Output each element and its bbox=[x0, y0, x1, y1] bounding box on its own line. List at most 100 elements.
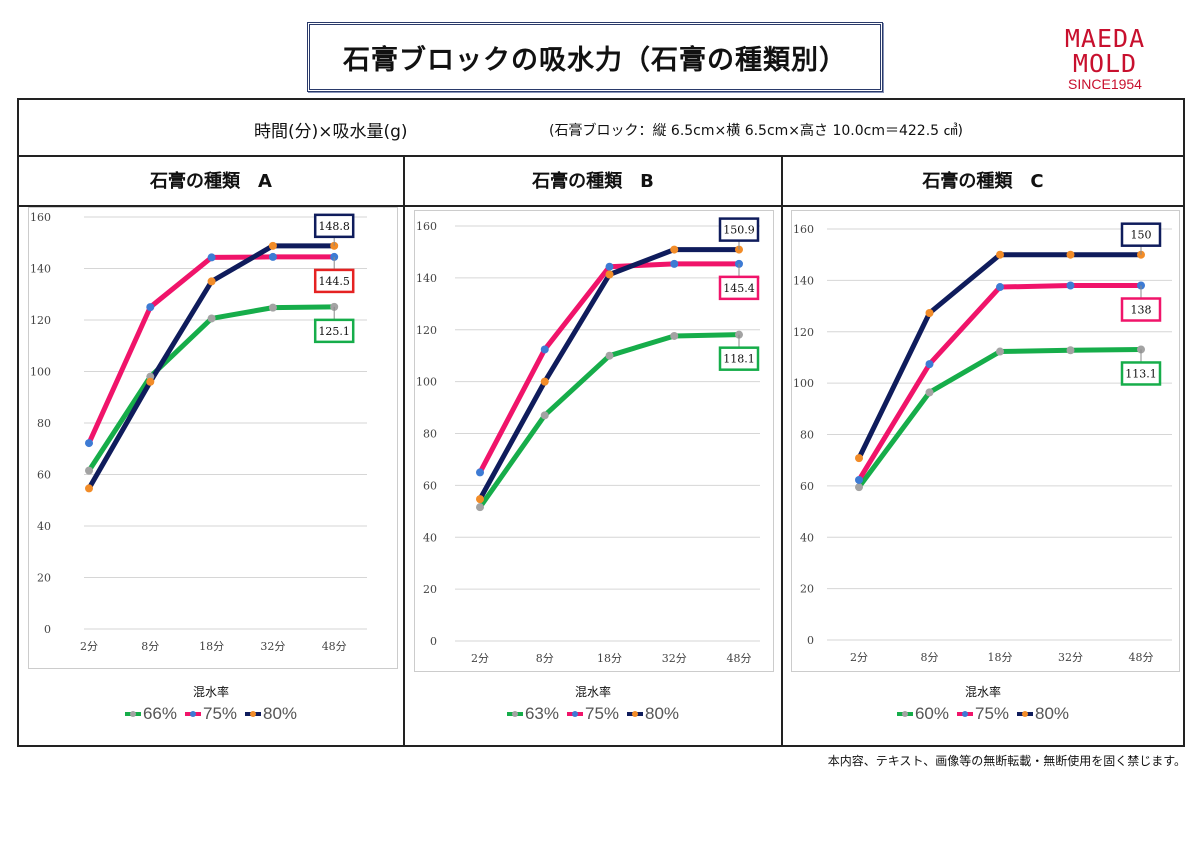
y-tick-label: 60 bbox=[423, 479, 437, 492]
legend-title: 混水率 bbox=[574, 685, 611, 699]
logo-line-2: MOLD bbox=[1072, 49, 1138, 78]
x-tick-label: 18分 bbox=[988, 651, 1013, 664]
page-title: 石膏ブロックの吸水力（石膏の種類別） bbox=[307, 22, 883, 92]
data-label-box bbox=[1120, 222, 1162, 247]
data-label: 113.1 bbox=[1125, 367, 1157, 380]
y-tick-label: 160 bbox=[793, 223, 814, 236]
x-tick-label: 48分 bbox=[1129, 651, 1154, 664]
data-label: 138 bbox=[1131, 304, 1152, 317]
legend-swatch bbox=[124, 711, 141, 717]
data-label: 150 bbox=[1131, 229, 1152, 242]
series-line-75% bbox=[477, 261, 739, 474]
data-point bbox=[1066, 346, 1075, 355]
y-tick-label: 60 bbox=[37, 469, 51, 482]
data-point bbox=[996, 283, 1004, 292]
x-tick-label: 48分 bbox=[322, 640, 347, 653]
legend-label: 66% bbox=[142, 704, 177, 723]
y-tick-label: 0 bbox=[430, 635, 437, 648]
y-tick-label: 60 bbox=[800, 480, 814, 493]
legend-label: 63% bbox=[524, 704, 559, 723]
data-point bbox=[925, 388, 934, 397]
data-point bbox=[670, 259, 679, 268]
x-tick-label: 18分 bbox=[199, 640, 224, 653]
data-label-box bbox=[1120, 297, 1162, 322]
data-point bbox=[855, 483, 863, 492]
legend-item: 60% bbox=[896, 704, 949, 724]
legend-swatch bbox=[627, 711, 644, 717]
x-tick-label: 2分 bbox=[80, 640, 98, 653]
chart-svg: 0 20 40 60 80 100 120 140 160 2分 8分 18分 32分 48分 118.1 1… bbox=[416, 217, 760, 665]
y-tick-label: 100 bbox=[30, 366, 51, 379]
y-tick-label: 80 bbox=[37, 417, 51, 430]
x-tick-label: 48分 bbox=[727, 652, 752, 665]
data-point bbox=[268, 252, 277, 261]
y-tick-label: 80 bbox=[800, 429, 814, 442]
y-tick-label: 140 bbox=[416, 272, 437, 285]
x-tick-label: 8分 bbox=[921, 651, 939, 664]
legend-swatch bbox=[566, 711, 583, 717]
data-point bbox=[476, 503, 484, 512]
data-point bbox=[670, 245, 679, 254]
x-tick-label: 18分 bbox=[597, 652, 622, 665]
data-point bbox=[330, 302, 339, 311]
y-tick-label: 20 bbox=[423, 583, 437, 596]
chart-svg: 0 20 40 60 80 100 120 140 160 2分 8分 18分 32分 48分 113.1 1… bbox=[793, 222, 1172, 664]
legend-swatch bbox=[956, 711, 973, 717]
panel-type-a: 石膏の種類 A 0 20 40 60 80 100 120 140 160 2分 8分 18分 32分 48… bbox=[19, 155, 405, 745]
legend-item: 66% bbox=[124, 704, 177, 724]
data-label: 144.5 bbox=[318, 275, 350, 288]
y-tick-label: 120 bbox=[416, 324, 437, 337]
legend-item: 75% bbox=[566, 704, 620, 724]
y-tick-label: 120 bbox=[793, 326, 814, 339]
legend-label: 80% bbox=[1035, 704, 1070, 723]
chart-title: 石膏の種類 B bbox=[405, 155, 781, 207]
y-tick-label: 140 bbox=[30, 263, 51, 276]
legend-label: 80% bbox=[645, 704, 680, 723]
data-point bbox=[855, 454, 863, 463]
line-chart: 0 20 40 60 80 100 120 140 160 2分 8分 18分 32分 48分 125.1 1… bbox=[28, 207, 398, 669]
copyright-notice: 本内容、テキスト、画像等の無断転載・無断使用を固く禁じます。 bbox=[827, 754, 1186, 768]
logo-since: SINCE1954 bbox=[1068, 76, 1142, 92]
data-point bbox=[476, 495, 484, 504]
block-dimensions-note: (石膏ブロック：縦 6.5cm×横 6.5cm×高さ 10.0cm＝422.5 … bbox=[549, 123, 963, 139]
series-line-63% bbox=[477, 332, 740, 509]
data-point bbox=[735, 259, 743, 268]
data-label-box bbox=[718, 275, 760, 301]
data-label-box bbox=[718, 346, 760, 371]
data-point bbox=[925, 308, 934, 317]
y-tick-label: 20 bbox=[800, 583, 814, 596]
x-tick-label: 32分 bbox=[662, 652, 687, 665]
legend-title: 混水率 bbox=[192, 685, 229, 699]
data-point bbox=[268, 241, 277, 250]
data-point bbox=[996, 347, 1004, 356]
data-point bbox=[670, 331, 679, 340]
legend-item: 63% bbox=[506, 704, 559, 724]
data-point bbox=[1137, 345, 1145, 354]
legend: 60% 75% 80% bbox=[783, 704, 1183, 724]
data-label-box bbox=[313, 213, 355, 239]
data-point bbox=[268, 303, 277, 312]
data-label: 150.9 bbox=[723, 224, 755, 237]
chart-table: 時間(分)×吸水量(g) (石膏ブロック：縦 6.5cm×横 6.5cm×高さ … bbox=[17, 98, 1185, 747]
data-point bbox=[85, 439, 93, 448]
data-point bbox=[605, 262, 614, 271]
legend-label: 75% bbox=[202, 704, 238, 723]
legend-item: 80% bbox=[1017, 704, 1069, 724]
data-point bbox=[925, 360, 934, 369]
data-label: 145.4 bbox=[723, 282, 755, 295]
chart-title: 石膏の種類 C bbox=[783, 155, 1183, 207]
x-tick-label: 2分 bbox=[471, 652, 489, 665]
y-tick-label: 80 bbox=[423, 428, 437, 441]
y-tick-label: 160 bbox=[30, 211, 51, 224]
y-tick-label: 0 bbox=[44, 623, 51, 636]
data-point bbox=[207, 277, 216, 286]
legend-title: 混水率 bbox=[964, 685, 1001, 699]
y-tick-label: 140 bbox=[793, 274, 814, 287]
data-label-box bbox=[718, 217, 760, 242]
legend-label: 75% bbox=[584, 704, 620, 723]
subheader: 時間(分)×吸水量(g) (石膏ブロック：縦 6.5cm×横 6.5cm×高さ … bbox=[19, 100, 1183, 157]
y-tick-label: 20 bbox=[37, 572, 51, 585]
legend-swatch bbox=[184, 711, 201, 717]
panel-type-b: 石膏の種類 B 0 20 40 60 80 100 120 140 160 2分 8分 18分 32分 48… bbox=[405, 155, 783, 745]
